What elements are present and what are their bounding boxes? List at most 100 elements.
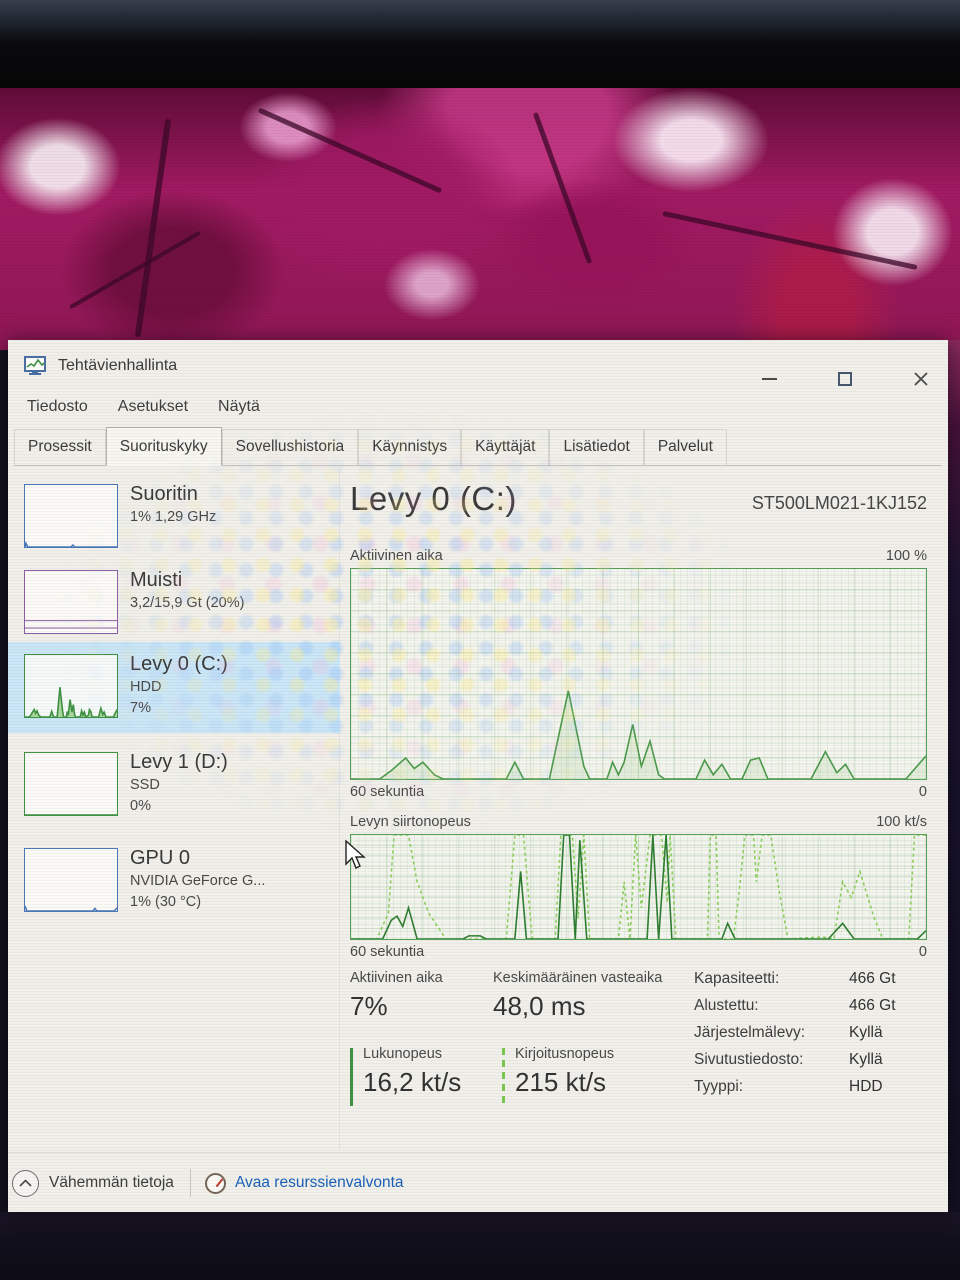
- detail-label: Järjestelmälevy:: [694, 1024, 806, 1041]
- tab-kayttajat[interactable]: Käyttäjät: [461, 429, 550, 465]
- write-speed-label: Kirjoitusnopeus: [515, 1046, 615, 1062]
- menu-asetukset[interactable]: Asetukset: [117, 398, 189, 415]
- detail-row: Järjestelmälevy: Kyllä: [694, 1024, 927, 1042]
- sidebar-item-sub: 1% 1,29 GHz: [130, 509, 217, 525]
- sidebar-item-memory[interactable]: Muisti 3,2/15,9 Gt (20%): [8, 562, 340, 634]
- tab-suorituskyky[interactable]: Suorituskyky: [105, 427, 222, 466]
- minimize-button[interactable]: [756, 366, 782, 392]
- detail-value: 466 Gt: [849, 997, 896, 1014]
- detail-label: Kapasiteetti:: [694, 970, 780, 987]
- sidebar-item-title: Levy 1 (D:): [130, 751, 228, 773]
- task-manager-icon: [24, 356, 46, 375]
- titlebar[interactable]: Tehtävienhallinta: [8, 340, 948, 390]
- sidebar-item-sub: NVIDIA GeForce G...: [130, 873, 266, 889]
- chart1-ymax: 100 %: [885, 548, 927, 564]
- write-speed-value: 215 kt/s: [515, 1067, 607, 1097]
- detail-row: Tyyppi: HDD: [694, 1078, 927, 1096]
- wallpaper-branch: [69, 230, 201, 310]
- read-speed-label: Lukunopeus: [363, 1046, 443, 1062]
- disk-model: ST500LM021-1KJ152: [751, 493, 927, 513]
- close-button[interactable]: [908, 366, 934, 392]
- detail-row: Kapasiteetti: 466 Gt: [694, 970, 927, 988]
- read-speed-legend-bar: [350, 1048, 353, 1106]
- detail-label: Tyyppi:: [694, 1078, 744, 1095]
- sidebar-item-sub: HDD: [130, 679, 162, 695]
- screen-bottom-dark: [0, 1212, 960, 1280]
- sidebar-item-title: Muisti: [130, 569, 183, 591]
- wallpaper-branch: [662, 211, 918, 270]
- sidebar-item-sub: 1% (30 °C): [130, 894, 202, 911]
- maximize-button[interactable]: [832, 366, 858, 392]
- tab-lisatiedot[interactable]: Lisätiedot: [549, 429, 644, 465]
- resource-monitor-label: Avaa resurssienvalvonta: [234, 1174, 404, 1191]
- sidebar-item-gpu[interactable]: GPU 0 NVIDIA GeForce G... 1% (30 °C): [8, 840, 340, 919]
- gpu-thumbnail-chart: [24, 848, 118, 912]
- wallpaper-edge-strip: [948, 340, 960, 1212]
- disk-details: Kapasiteetti: 466 Gt Alustettu: 466 Gt J…: [694, 970, 927, 1105]
- detail-label: Alustettu:: [694, 997, 759, 1014]
- fewer-details-label: Vähemmän tietoja: [49, 1174, 174, 1191]
- avg-response-value: 48,0 ms: [493, 991, 586, 1021]
- menu-nayta[interactable]: Näytä: [218, 398, 260, 415]
- tab-kaynnistys[interactable]: Käynnistys: [358, 429, 462, 465]
- chart1-title: Aktiivinen aika: [350, 548, 443, 564]
- sidebar-item-title: Levy 0 (C:): [130, 653, 228, 675]
- footer-divider: [189, 1169, 191, 1197]
- disk0-thumbnail-chart: [24, 654, 118, 718]
- tab-prosessit[interactable]: Prosessit: [14, 429, 106, 465]
- maximize-icon: [838, 372, 852, 386]
- chart1-xlabel-right: 0: [918, 784, 927, 800]
- menu-bar: Tiedosto Asetukset Näytä: [12, 392, 275, 426]
- menu-tiedosto[interactable]: Tiedosto: [27, 398, 88, 415]
- memory-thumbnail-chart: [24, 570, 118, 634]
- chevron-up-icon: [12, 1169, 39, 1197]
- resource-monitor-icon: [204, 1172, 226, 1194]
- performance-sidebar: Suoritin 1% 1,29 GHz Muisti 3,2/15,9 Gt …: [8, 468, 340, 1150]
- page-title: Levy 0 (C:): [350, 480, 517, 517]
- fewer-details-toggle[interactable]: Vähemmän tietoja: [12, 1169, 174, 1197]
- detail-value: Kyllä: [849, 1051, 883, 1068]
- sidebar-item-sub: 0%: [130, 798, 151, 815]
- chart2-xlabel-right: 0: [918, 944, 927, 960]
- window-title: Tehtävienhallinta: [58, 357, 178, 374]
- chart2-title: Levyn siirtonopeus: [350, 814, 471, 830]
- avg-response-label: Keskimääräinen vasteaika: [493, 970, 663, 986]
- read-speed-value: 16,2 kt/s: [363, 1067, 462, 1097]
- sidebar-item-title: GPU 0: [130, 847, 191, 869]
- detail-row: Alustettu: 466 Gt: [694, 997, 927, 1015]
- task-manager-window: Tehtävienhallinta Tiedosto Asetukset Näy…: [8, 340, 948, 1212]
- active-time-value: 7%: [350, 991, 388, 1021]
- sidebar-item-cpu[interactable]: Suoritin 1% 1,29 GHz: [8, 476, 340, 548]
- sidebar-item-sub: SSD: [130, 777, 160, 793]
- sidebar-item-disk0[interactable]: Levy 0 (C:) HDD 7%: [8, 642, 340, 734]
- footer-bar: Vähemmän tietoja Avaa resurssienvalvonta: [8, 1152, 948, 1212]
- detail-value: Kyllä: [849, 1024, 883, 1041]
- close-icon: [914, 372, 928, 386]
- detail-row: Sivutustiedosto: Kyllä: [694, 1051, 927, 1069]
- open-resource-monitor-link[interactable]: Avaa resurssienvalvonta: [204, 1172, 404, 1194]
- sidebar-item-sub: 7%: [130, 700, 151, 717]
- desktop-wallpaper: [0, 88, 960, 350]
- sidebar-item-title: Suoritin: [130, 483, 198, 505]
- detail-value: 466 Gt: [849, 970, 896, 987]
- disk-detail-pane: Levy 0 (C:) ST500LM021-1KJ152 Aktiivinen…: [346, 468, 946, 1158]
- chart2-ymax: 100 kt/s: [876, 814, 927, 830]
- wallpaper-branch: [532, 111, 593, 265]
- detail-value: HDD: [849, 1078, 883, 1095]
- write-speed-legend-bar: [502, 1048, 505, 1106]
- wallpaper-branch: [134, 118, 172, 338]
- disk1-thumbnail-chart: [24, 752, 118, 816]
- wallpaper-branch: [257, 107, 443, 194]
- chart1-xlabel-left: 60 sekuntia: [350, 784, 425, 800]
- sidebar-item-disk1[interactable]: Levy 1 (D:) SSD 0%: [8, 744, 340, 823]
- tab-bar: Prosessit Suorituskyky Sovellushistoria …: [14, 427, 942, 466]
- chart2-xlabel-left: 60 sekuntia: [350, 944, 425, 960]
- tab-sovellushistoria[interactable]: Sovellushistoria: [221, 429, 359, 465]
- cpu-thumbnail-chart: [24, 484, 118, 548]
- active-time-label: Aktiivinen aika: [350, 970, 443, 986]
- monitor-bezel: [0, 0, 960, 96]
- tab-palvelut[interactable]: Palvelut: [643, 429, 727, 465]
- sidebar-item-sub: 3,2/15,9 Gt (20%): [130, 595, 245, 611]
- minimize-icon: [761, 378, 777, 380]
